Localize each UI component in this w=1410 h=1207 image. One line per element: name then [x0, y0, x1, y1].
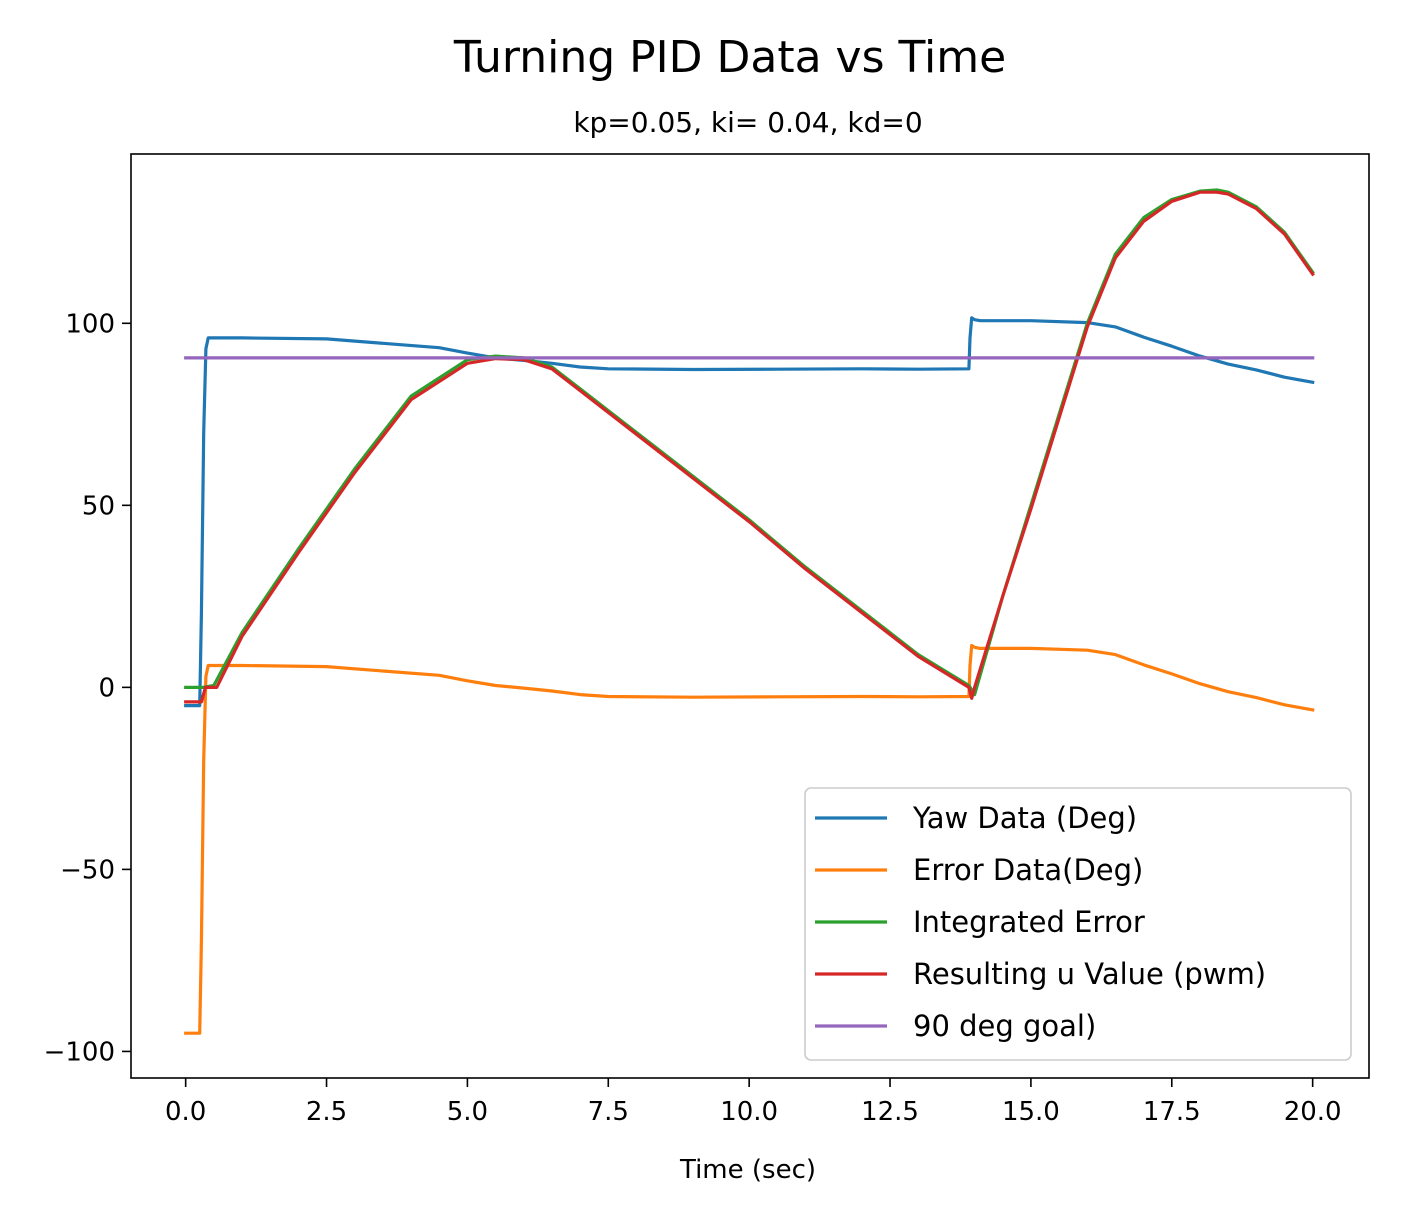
- x-axis: 0.0 2.5 5.0 7.5 10.0 12.5 15.0 17.5 20.0: [165, 1078, 1342, 1127]
- legend-label-1: Error Data(Deg): [913, 853, 1143, 887]
- y-tick-label: 0: [98, 673, 115, 703]
- y-tick-label: −100: [44, 1037, 115, 1067]
- chart-subtitle: kp=0.05, ki= 0.04, kd=0: [573, 106, 922, 139]
- legend-label-2: Integrated Error: [913, 905, 1145, 939]
- y-axis: 100 50 0 −50 −100: [44, 309, 131, 1067]
- legend-entries: Yaw Data (Deg) Error Data(Deg) Integrated …: [815, 801, 1266, 1043]
- x-tick-label: 0.0: [165, 1097, 206, 1127]
- series-line-3: [184, 190, 1315, 704]
- legend-label-3: Resulting u Value (pwm): [913, 957, 1266, 991]
- x-axis-label: Time (sec): [679, 1155, 816, 1185]
- x-tick-label: 17.5: [1143, 1097, 1201, 1127]
- y-tick-label: 100: [65, 309, 115, 339]
- legend-label-0: Yaw Data (Deg): [912, 801, 1137, 835]
- y-tick-label: 50: [82, 491, 115, 521]
- legend-label-4: 90 deg goal): [913, 1009, 1096, 1043]
- y-tick-label: −50: [60, 855, 115, 885]
- series-line-0: [184, 316, 1315, 708]
- series-layer: [184, 188, 1315, 1035]
- legend-frame: [804, 787, 1352, 1061]
- x-tick-label: 2.5: [306, 1097, 347, 1127]
- x-tick-label: 7.5: [588, 1097, 629, 1127]
- x-tick-label: 12.5: [861, 1097, 919, 1127]
- plot-area: [184, 188, 1315, 1035]
- legend: Yaw Data (Deg) Error Data(Deg) Integrated …: [804, 787, 1352, 1061]
- x-tick-label: 5.0: [447, 1097, 488, 1127]
- x-tick-label: 20.0: [1284, 1097, 1342, 1127]
- chart-title: Turning PID Data vs Time: [453, 32, 1006, 83]
- plot-frame: [130, 153, 1370, 1079]
- series-line-1: [184, 643, 1315, 1035]
- x-tick-label: 15.0: [1002, 1097, 1060, 1127]
- x-tick-label: 10.0: [720, 1097, 778, 1127]
